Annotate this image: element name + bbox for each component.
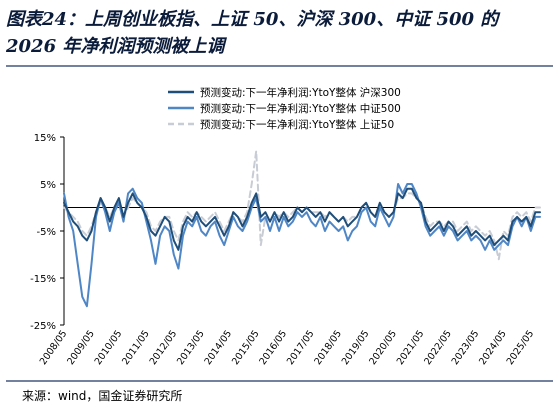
y-tick-label: -5% bbox=[37, 227, 56, 238]
legend-label: 预测变动:下一年净利润:YtoY整体 中证500 bbox=[200, 102, 401, 115]
figure-title: 图表24：上周创业板指、上证 50、沪深 300、中证 500 的 2026 年… bbox=[6, 9, 499, 57]
y-tick-label: -15% bbox=[30, 274, 56, 285]
series-line bbox=[63, 187, 541, 251]
chart-series bbox=[63, 150, 541, 308]
chart-axes: 15%5%-5%-15%-25%2008/052009/052010/05201… bbox=[30, 133, 540, 367]
series-line bbox=[63, 150, 541, 261]
chart-legend: 预测变动:下一年净利润:YtoY整体 沪深300 预测变动:下一年净利润:YtoY… bbox=[168, 86, 401, 131]
legend-label: 预测变动:下一年净利润:YtoY整体 上证50 bbox=[200, 118, 394, 131]
y-tick-label: 5% bbox=[40, 180, 56, 191]
source-note: 来源：wind，国金证券研究所 bbox=[22, 389, 183, 403]
y-tick-label: -25% bbox=[30, 321, 56, 332]
legend-label: 预测变动:下一年净利润:YtoY整体 沪深300 bbox=[200, 86, 401, 99]
series-line bbox=[63, 183, 541, 308]
x-tick-label: 2025/05 bbox=[505, 328, 537, 367]
y-tick-label: 15% bbox=[34, 133, 56, 144]
